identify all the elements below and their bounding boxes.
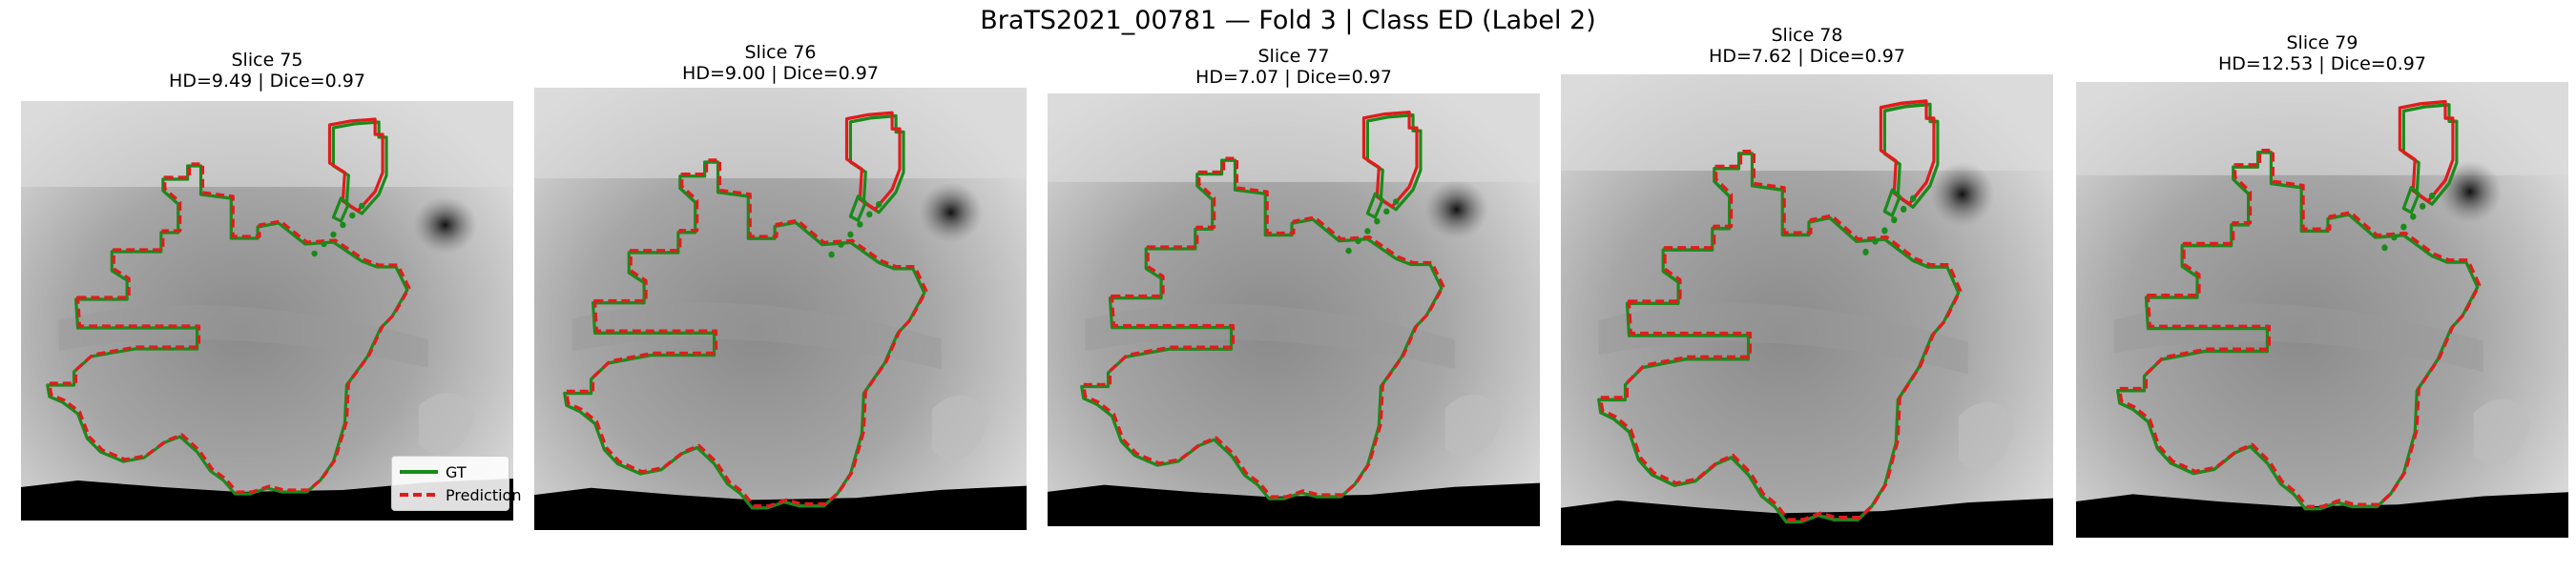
gt-dot bbox=[866, 211, 873, 218]
legend-label-gt: GT bbox=[446, 462, 467, 481]
slice-metrics: HD=7.07 | Dice=0.97 bbox=[1195, 67, 1392, 88]
prediction-contour-secondary bbox=[1361, 110, 1419, 209]
prediction-contour-secondary bbox=[844, 111, 902, 212]
slice-label: Slice 79 bbox=[2286, 32, 2358, 53]
panel-title: Slice 78 HD=7.62 | Dice=0.97 bbox=[1561, 25, 2053, 67]
gt-dot bbox=[2410, 213, 2417, 220]
gt-dot bbox=[838, 241, 844, 248]
prediction-contour bbox=[1599, 150, 1963, 521]
prediction-contour-secondary bbox=[327, 117, 384, 213]
slice-metrics: HD=9.49 | Dice=0.97 bbox=[169, 71, 365, 92]
gt-contour-small bbox=[1882, 188, 1901, 217]
slice-metrics: HD=12.53 | Dice=0.97 bbox=[2218, 53, 2426, 74]
slice-panel-75: Slice 75 HD=9.49 | Dice=0.97 GT Predicti… bbox=[21, 50, 521, 521]
legend-entry-prediction: Prediction bbox=[400, 485, 521, 504]
gt-dot bbox=[1872, 237, 1879, 245]
gt-dot bbox=[1383, 208, 1390, 215]
gt-dot bbox=[1891, 216, 1898, 224]
slice-panel-77: Slice 77 HD=7.07 | Dice=0.97 bbox=[1048, 46, 1540, 526]
gt-dot bbox=[828, 251, 835, 258]
figure-suptitle: BraTS2021_00781 — Fold 3 | Class ED (Lab… bbox=[980, 6, 1596, 35]
mri-slice-image bbox=[1048, 93, 1540, 526]
mri-slice-svg bbox=[1561, 74, 2053, 545]
gt-dot bbox=[330, 231, 337, 238]
gt-dot bbox=[847, 231, 854, 238]
gt-contour-small bbox=[1365, 192, 1384, 219]
gt-dot bbox=[1345, 247, 1352, 255]
gt-dot bbox=[2381, 244, 2388, 252]
gt-contour-small bbox=[331, 196, 350, 223]
gt-contour-secondary bbox=[1882, 102, 1940, 210]
gt-line-icon bbox=[400, 470, 438, 474]
gt-contour bbox=[46, 164, 409, 496]
prediction-dashed-line-icon bbox=[400, 493, 438, 497]
slice-label: Slice 77 bbox=[1257, 46, 1330, 67]
gt-dot bbox=[359, 202, 365, 210]
gt-contour-secondary bbox=[331, 120, 388, 215]
mri-slice-svg bbox=[534, 88, 1027, 530]
gt-dot bbox=[1392, 198, 1400, 205]
prediction-contour bbox=[1082, 156, 1445, 499]
mri-slice-image bbox=[21, 101, 513, 521]
gt-contour bbox=[1080, 158, 1444, 500]
slice-metrics: HD=7.62 | Dice=0.97 bbox=[1709, 46, 1905, 67]
gt-dot bbox=[311, 250, 318, 257]
gt-dot bbox=[2400, 223, 2407, 231]
gt-dot bbox=[349, 212, 356, 219]
gt-contour-secondary bbox=[1365, 113, 1423, 212]
gt-dot bbox=[340, 221, 346, 229]
gt-dot bbox=[1355, 237, 1361, 245]
slice-panel-78: Slice 78 HD=7.62 | Dice=0.97 bbox=[1561, 25, 2053, 545]
mri-slice-image bbox=[1561, 74, 2053, 545]
gt-contour-small bbox=[2401, 186, 2420, 214]
gt-contour-secondary bbox=[2401, 103, 2459, 206]
mri-slice-image bbox=[534, 88, 1027, 530]
legend-entry-gt: GT bbox=[400, 462, 467, 481]
slice-label: Slice 75 bbox=[231, 50, 303, 71]
prediction-contour-secondary bbox=[2398, 99, 2455, 203]
gt-dot bbox=[2391, 234, 2398, 241]
legend-label-prediction: Prediction bbox=[446, 485, 522, 504]
panel-title: Slice 76 HD=9.00 | Dice=0.97 bbox=[534, 42, 1027, 84]
gt-dot bbox=[1364, 228, 1371, 235]
gt-dot bbox=[1862, 248, 1869, 255]
gt-dot bbox=[2420, 202, 2426, 210]
panel-title: Slice 75 HD=9.49 | Dice=0.97 bbox=[21, 50, 513, 92]
mri-slice-svg bbox=[21, 101, 513, 521]
gt-dot bbox=[1901, 205, 1907, 214]
gt-contour-secondary bbox=[848, 113, 905, 214]
gt-contour bbox=[1597, 152, 1961, 524]
gt-dot bbox=[857, 221, 863, 228]
mri-slice-image bbox=[2076, 82, 2568, 538]
gt-dot bbox=[1374, 217, 1381, 225]
slice-label: Slice 76 bbox=[744, 42, 817, 63]
prediction-contour bbox=[48, 162, 411, 494]
gt-contour-small bbox=[848, 194, 867, 222]
gt-dot bbox=[1909, 194, 1917, 202]
gt-dot bbox=[876, 200, 883, 208]
slice-panel-76: Slice 76 HD=9.00 | Dice=0.97 bbox=[534, 42, 1027, 530]
slice-metrics: HD=9.00 | Dice=0.97 bbox=[682, 63, 879, 84]
prediction-contour bbox=[565, 158, 928, 508]
gt-dot bbox=[321, 240, 327, 248]
panel-title: Slice 79 HD=12.53 | Dice=0.97 bbox=[2076, 32, 2568, 74]
prediction-contour-secondary bbox=[1879, 99, 1936, 206]
gt-contour bbox=[2116, 151, 2480, 511]
gt-contour bbox=[563, 160, 926, 510]
gt-dot bbox=[2428, 193, 2436, 199]
mri-slice-svg bbox=[1048, 93, 1540, 526]
gt-dot bbox=[1881, 227, 1888, 235]
panel-title: Slice 77 HD=7.07 | Dice=0.97 bbox=[1048, 46, 1540, 88]
prediction-contour bbox=[2118, 148, 2482, 509]
slice-panel-79: Slice 79 HD=12.53 | Dice=0.97 bbox=[2076, 32, 2568, 538]
legend: GT Prediction bbox=[391, 456, 521, 511]
mri-slice-svg bbox=[2076, 82, 2568, 538]
slice-label: Slice 78 bbox=[1771, 25, 1843, 46]
